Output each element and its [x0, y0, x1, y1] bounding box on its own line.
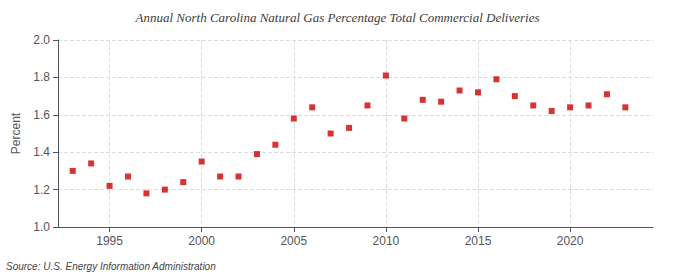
svg-text:1.6: 1.6	[33, 108, 50, 122]
svg-text:2.0: 2.0	[33, 33, 50, 47]
svg-text:1.4: 1.4	[33, 145, 50, 159]
svg-text:1.0: 1.0	[33, 220, 50, 234]
svg-text:Percent: Percent	[9, 112, 23, 154]
svg-text:Source: U.S. Energy Informatio: Source: U.S. Energy Information Administ…	[6, 261, 216, 272]
svg-text:2010: 2010	[373, 234, 400, 248]
svg-text:2000: 2000	[188, 234, 215, 248]
svg-text:Annual North Carolina Natural: Annual North Carolina Natural Gas Percen…	[135, 10, 540, 25]
svg-text:1995: 1995	[96, 234, 123, 248]
svg-text:1.2: 1.2	[33, 183, 50, 197]
svg-text:2020: 2020	[557, 234, 584, 248]
svg-text:1.8: 1.8	[33, 70, 50, 84]
svg-text:2005: 2005	[280, 234, 307, 248]
svg-text:2015: 2015	[465, 234, 492, 248]
